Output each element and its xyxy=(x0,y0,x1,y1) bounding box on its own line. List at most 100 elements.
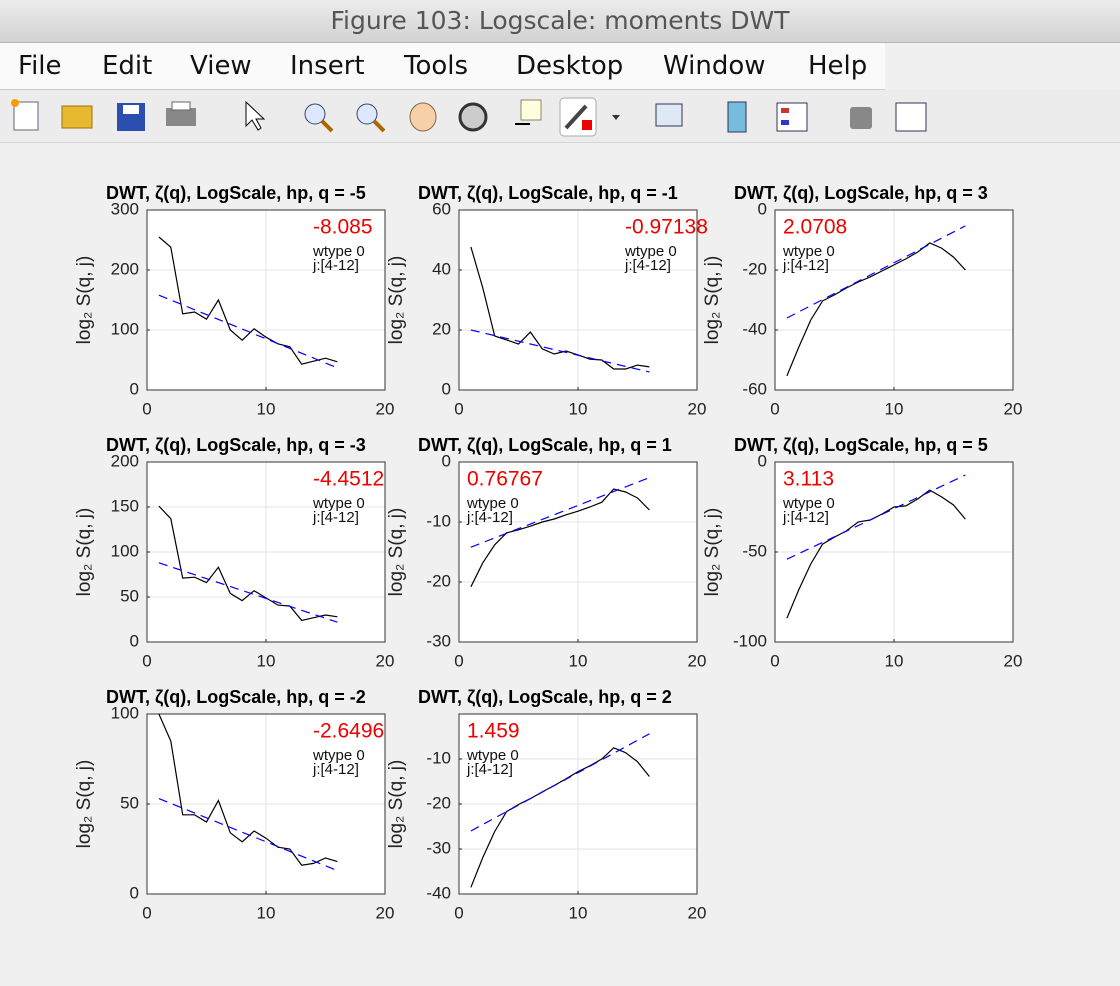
x-tick-label: 20 xyxy=(1004,399,1023,418)
fit-line xyxy=(786,225,966,319)
legend-icon[interactable] xyxy=(776,102,808,132)
x-tick-label: 20 xyxy=(688,399,707,418)
menu-item[interactable]: Help xyxy=(808,51,868,81)
menu-item[interactable]: Tools xyxy=(404,51,469,81)
annotation-note: j:[4-12] xyxy=(466,509,513,526)
annotation-note: j:[4-12] xyxy=(466,761,513,778)
x-tick-label: 0 xyxy=(770,399,779,418)
axes-box xyxy=(146,713,386,895)
x-tick-label: 0 xyxy=(142,399,151,418)
x-tick-label: 0 xyxy=(142,903,151,922)
slope-annotation: 1.459 xyxy=(467,720,520,743)
axes-box xyxy=(458,713,698,895)
colorbar-icon[interactable] xyxy=(727,101,747,133)
x-tick-label: 0 xyxy=(142,651,151,670)
y-tick-label: 60 xyxy=(432,199,451,218)
x-tick-label: 0 xyxy=(454,651,463,670)
y-tick-label: -60 xyxy=(742,379,767,398)
x-tick-label: 0 xyxy=(454,903,463,922)
x-tick-label: 10 xyxy=(257,651,276,670)
annotation-note: j:[4-12] xyxy=(312,509,359,526)
y-axis-label: log₂ S(q, j) xyxy=(74,256,95,345)
axes-title: DWT, ζ(q), LogScale, hp, q = -1 xyxy=(418,183,678,204)
x-tick-label: 10 xyxy=(569,399,588,418)
slope-annotation: 3.113 xyxy=(783,468,834,491)
fit-line xyxy=(786,474,966,560)
fit-line xyxy=(158,294,338,369)
annotation-note: wtype 0 xyxy=(312,243,365,260)
y-tick-label: 20 xyxy=(432,319,451,338)
y-tick-label: 0 xyxy=(130,883,139,902)
y-tick-label: -50 xyxy=(742,541,767,560)
annotation-note: wtype 0 xyxy=(466,495,519,512)
annotation-note: wtype 0 xyxy=(466,747,519,764)
menu-item[interactable]: Edit xyxy=(102,51,153,81)
rotate-icon[interactable] xyxy=(458,102,488,132)
x-tick-label: 10 xyxy=(257,903,276,922)
new-icon[interactable] xyxy=(11,99,39,131)
y-axis-label: log₂ S(q, j) xyxy=(74,508,95,597)
y-axis-label: log₂ S(q, j) xyxy=(386,760,407,849)
zoom-out-icon[interactable] xyxy=(356,103,386,133)
axes-box xyxy=(774,461,1014,643)
y-tick-label: 0 xyxy=(758,451,767,470)
x-tick-label: 20 xyxy=(376,399,395,418)
menu-item[interactable]: File xyxy=(18,51,62,81)
x-tick-label: 20 xyxy=(376,651,395,670)
axes-box xyxy=(458,461,698,643)
pointer-icon[interactable] xyxy=(245,100,266,131)
menu-item[interactable]: Desktop xyxy=(516,51,624,81)
pan-icon[interactable] xyxy=(409,102,437,132)
y-tick-label: 100 xyxy=(111,319,139,338)
menu-item[interactable]: Window xyxy=(663,51,766,81)
data-line xyxy=(158,713,338,866)
data-line xyxy=(158,236,338,365)
data-line xyxy=(470,246,650,370)
axes-title: DWT, ζ(q), LogScale, hp, q = 2 xyxy=(418,687,672,708)
menu-bar: File Edit View Insert Tools Desktop Window Help xyxy=(0,43,885,90)
y-tick-label: -20 xyxy=(742,259,767,278)
y-tick-label: -30 xyxy=(426,631,451,650)
print-icon[interactable] xyxy=(166,101,196,126)
y-axis-label: log₂ S(q, j) xyxy=(702,256,723,345)
annotation-note: j:[4-12] xyxy=(624,257,671,274)
y-tick-label: -100 xyxy=(733,631,767,650)
datatip-icon[interactable] xyxy=(515,99,542,125)
annotation-note: wtype 0 xyxy=(782,495,835,512)
axes-title: DWT, ζ(q), LogScale, hp, q = -2 xyxy=(106,687,366,708)
axes-title: DWT, ζ(q), LogScale, hp, q = 3 xyxy=(734,183,988,204)
brush-icon[interactable] xyxy=(559,97,620,137)
axes-title: DWT, ζ(q), LogScale, hp, q = 1 xyxy=(418,435,672,456)
axes-title: DWT, ζ(q), LogScale, hp, q = 5 xyxy=(734,435,988,456)
annotation-note: j:[4-12] xyxy=(782,257,829,274)
y-tick-label: -20 xyxy=(426,793,451,812)
y-tick-label: 0 xyxy=(130,631,139,650)
fit-line xyxy=(470,477,650,548)
x-tick-label: 10 xyxy=(569,651,588,670)
y-tick-label: 100 xyxy=(111,703,139,722)
x-tick-label: 10 xyxy=(885,651,904,670)
open-icon[interactable] xyxy=(61,105,93,129)
y-tick-label: 50 xyxy=(120,793,139,812)
annotation-note: wtype 0 xyxy=(624,243,677,260)
menu-item[interactable]: View xyxy=(190,51,252,81)
slope-annotation: -8.085 xyxy=(313,216,373,239)
slope-annotation: 0.76767 xyxy=(467,468,543,491)
slope-annotation: -0.97138 xyxy=(625,216,708,239)
y-tick-label: -10 xyxy=(426,748,451,767)
x-tick-label: 20 xyxy=(688,903,707,922)
hide-tools-icon[interactable] xyxy=(850,107,872,129)
x-tick-label: 10 xyxy=(569,903,588,922)
save-icon[interactable] xyxy=(117,103,145,131)
y-tick-label: -10 xyxy=(426,511,451,530)
zoom-in-icon[interactable] xyxy=(304,103,334,133)
link-icon[interactable] xyxy=(655,103,683,127)
y-axis-label: log₂ S(q, j) xyxy=(386,508,407,597)
y-tick-label: 200 xyxy=(111,259,139,278)
x-tick-label: 0 xyxy=(770,651,779,670)
menu-item[interactable]: Insert xyxy=(290,51,365,81)
x-tick-label: 10 xyxy=(885,399,904,418)
dock-icon[interactable] xyxy=(895,102,927,132)
